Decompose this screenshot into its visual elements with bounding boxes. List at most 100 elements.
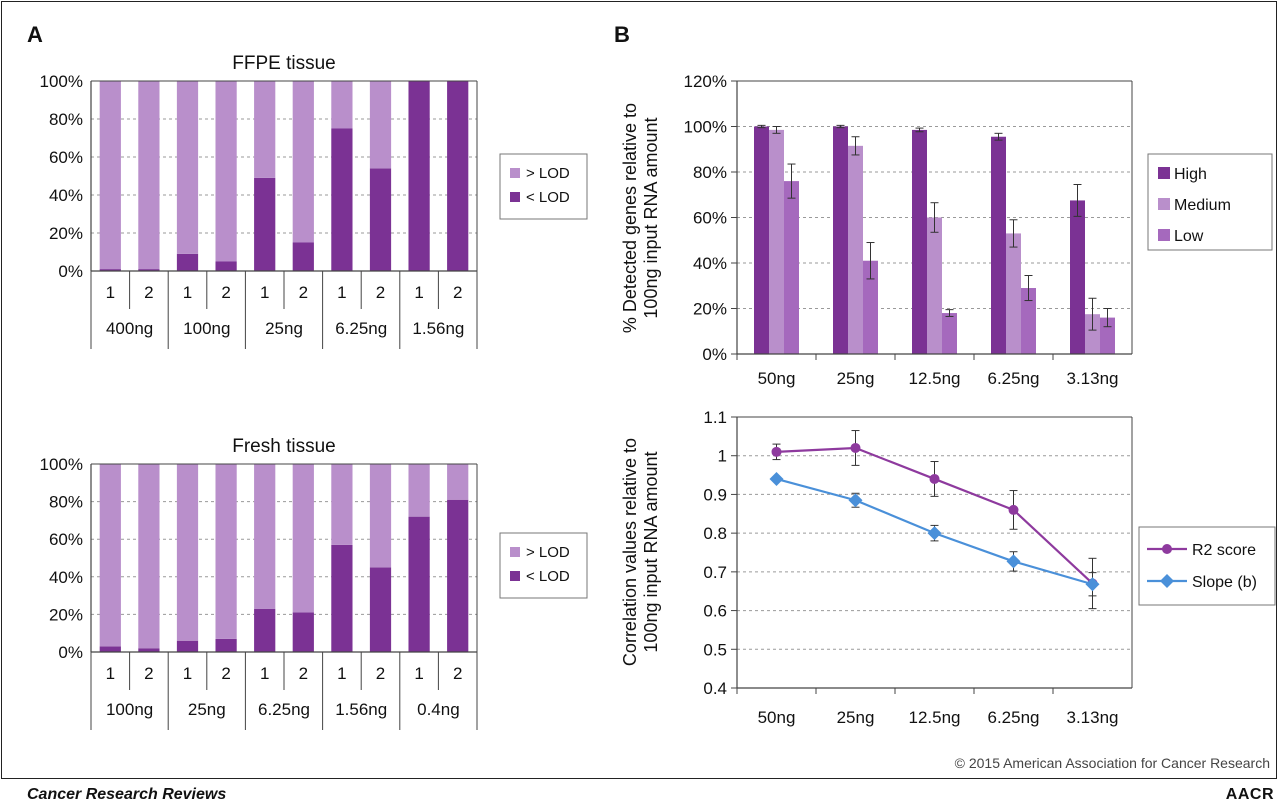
detected-ytick-label: 120% — [684, 72, 727, 91]
fresh-group-label: 6.25ng — [258, 700, 310, 719]
correlation-ytick-label: 0.6 — [703, 602, 727, 621]
ffpe-bar-below-lod — [408, 81, 430, 271]
fresh-xtick-label: 2 — [299, 664, 308, 683]
ffpe-bar-above-lod — [331, 81, 353, 129]
ffpe-group-label: 100ng — [183, 319, 230, 338]
ffpe-bar-below-lod — [138, 269, 160, 271]
correlation-point-slope — [848, 493, 863, 508]
detected-legend-label: Medium — [1174, 197, 1231, 214]
fresh-ytick-label: 20% — [49, 605, 83, 624]
fresh-ytick-label: 80% — [49, 493, 83, 512]
fresh-legend-box — [499, 532, 588, 599]
fresh-ytick-label: 40% — [49, 568, 83, 587]
correlation-ytick-label: 1.1 — [703, 408, 727, 427]
detected-xtick-label: 50ng — [758, 369, 796, 388]
fresh-bar-below-lod — [138, 648, 160, 652]
ffpe-xtick-label: 2 — [299, 283, 308, 302]
ffpe-group-label: 6.25ng — [335, 319, 387, 338]
correlation-point-r2-score — [1008, 504, 1019, 515]
fresh-bar-above-lod — [447, 464, 469, 500]
ffpe-legend-label: < LOD — [526, 189, 570, 206]
fresh-ytick-label: 60% — [49, 530, 83, 549]
journal-name: Cancer Research Reviews — [27, 786, 227, 803]
ffpe-bar-above-lod — [254, 81, 276, 178]
ffpe-bar-below-lod — [215, 261, 237, 271]
detected-ytick-label: 80% — [693, 163, 727, 182]
ffpe-bar-above-lod — [99, 81, 121, 270]
panel-label-b: B — [614, 22, 630, 47]
correlation-legend-label: R2 score — [1192, 542, 1256, 559]
fresh-group-label: 1.56ng — [335, 700, 387, 719]
detected-bar-low — [942, 313, 957, 354]
ffpe-bar-above-lod — [369, 81, 392, 169]
fresh-group-label: 100ng — [106, 700, 153, 719]
ffpe-bar-above-lod — [215, 81, 237, 262]
fresh-bar-above-lod — [408, 464, 430, 517]
fresh-xtick-label: 1 — [106, 664, 115, 683]
detected-bar-high — [991, 136, 1006, 354]
fresh-bar-below-lod — [292, 612, 314, 652]
fresh-bar-below-lod — [331, 544, 353, 652]
ffpe-ytick-label: 0% — [58, 262, 83, 281]
detected-xtick-label: 3.13ng — [1067, 369, 1119, 388]
correlation-ytick-label: 0.8 — [703, 524, 727, 543]
fresh-xtick-label: 1 — [414, 664, 423, 683]
ffpe-bar-below-lod — [331, 128, 353, 271]
ffpe-bar-below-lod — [254, 177, 276, 271]
ffpe-xtick-label: 1 — [106, 283, 115, 302]
detected-legend-swatch — [1158, 229, 1170, 241]
y-axis-label-line1: % Detected genes relative to — [620, 103, 640, 333]
ffpe-ytick-label: 60% — [49, 148, 83, 167]
correlation-xtick-label: 25ng — [837, 708, 875, 727]
detected-legend-label: High — [1174, 166, 1207, 183]
ffpe-xtick-label: 1 — [260, 283, 269, 302]
y-axis-label-line1: Correlation values relative to — [620, 438, 640, 666]
fresh-legend-swatch — [510, 571, 520, 581]
y-axis-label-line2: 100ng input RNA amount — [641, 451, 661, 652]
aacr-logo: AACR — [1225, 786, 1274, 803]
panel-label-a: A — [27, 22, 43, 47]
ffpe-group-label: 1.56ng — [412, 319, 464, 338]
y-axis-label-line2: 100ng input RNA amount — [641, 117, 661, 318]
fresh-xtick-label: 1 — [260, 664, 269, 683]
correlation-xtick-label: 12.5ng — [909, 708, 961, 727]
ffpe-bar-below-lod — [369, 168, 392, 271]
detected-ytick-label: 20% — [693, 300, 727, 319]
correlation-ytick-label: 0.5 — [703, 640, 727, 659]
ffpe-bar-above-lod — [292, 81, 314, 243]
fresh-ytick-label: 0% — [58, 643, 83, 662]
ffpe-xtick-label: 2 — [221, 283, 230, 302]
detected-xtick-label: 6.25ng — [988, 369, 1040, 388]
fresh-bar-below-lod — [215, 638, 237, 652]
ffpe-group-label: 25ng — [265, 319, 303, 338]
detected-legend-label: Low — [1174, 228, 1204, 245]
correlation-point-r2-score — [771, 446, 782, 457]
correlation-legend-box — [1138, 526, 1276, 606]
detected-bar-medium — [1085, 314, 1100, 354]
figure-frame — [1, 1, 1277, 779]
correlation-xtick-label: 3.13ng — [1067, 708, 1119, 727]
ffpe-legend-box — [499, 153, 588, 220]
detected-ytick-label: 0% — [702, 345, 727, 364]
fresh-bar-above-lod — [176, 464, 199, 641]
fresh-group-label: 25ng — [188, 700, 226, 719]
correlation-legend-marker — [1160, 574, 1174, 588]
ffpe-bar-below-lod — [99, 269, 121, 271]
fresh-bar-above-lod — [138, 464, 160, 649]
fresh-bar-above-lod — [99, 464, 121, 647]
fresh-legend-swatch — [510, 547, 520, 557]
detected-legend-swatch — [1158, 167, 1170, 179]
detected-bar-low — [1021, 288, 1036, 354]
correlation-point-slope — [927, 526, 942, 541]
ffpe-xtick-label: 1 — [337, 283, 346, 302]
detected-legend-swatch — [1158, 198, 1170, 210]
ffpe-bar-below-lod — [292, 242, 314, 271]
correlation-ytick-label: 0.9 — [703, 485, 727, 504]
fresh-xtick-label: 1 — [183, 664, 192, 683]
ffpe-xtick-label: 2 — [376, 283, 385, 302]
correlation-point-r2-score — [929, 473, 940, 484]
fresh-legend-label: < LOD — [526, 568, 570, 585]
ffpe-bar-below-lod — [176, 253, 199, 271]
ffpe-ytick-label: 100% — [40, 72, 83, 91]
correlation-point-r2-score — [850, 442, 861, 453]
